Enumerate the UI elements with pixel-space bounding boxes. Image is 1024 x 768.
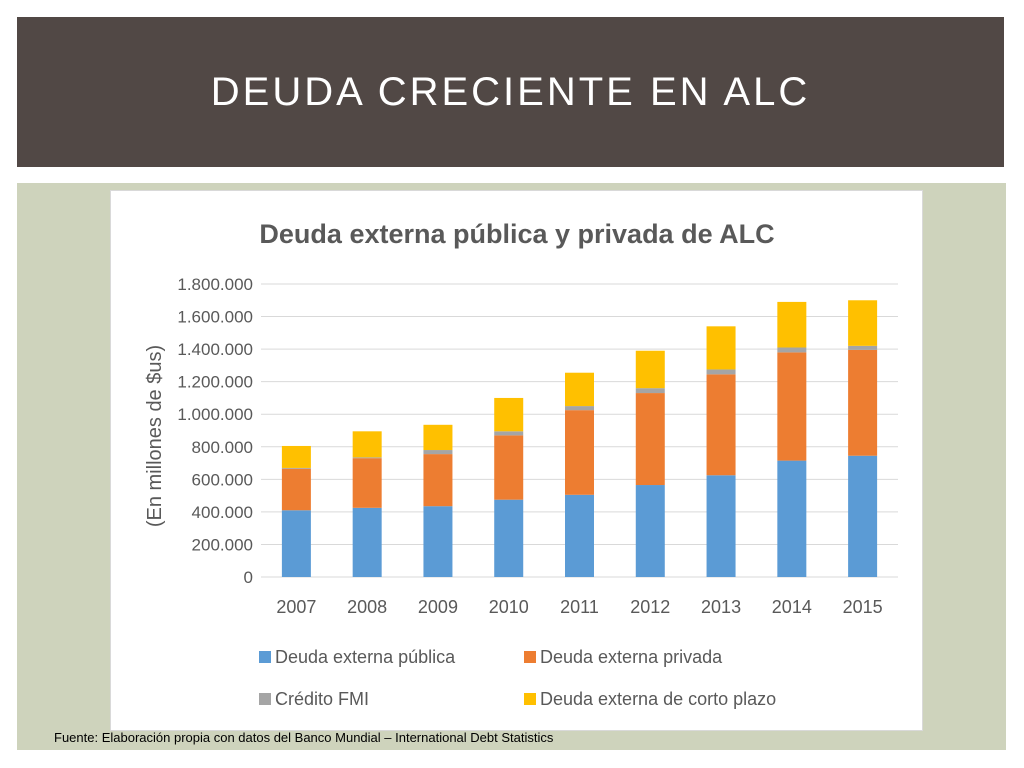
y-tick-label: 1.800.000 bbox=[177, 275, 253, 294]
x-tick-label: 2007 bbox=[276, 597, 316, 617]
bar-segment bbox=[565, 372, 594, 407]
bar-segment bbox=[352, 507, 382, 577]
chart-title: Deuda externa pública y privada de ALC bbox=[259, 219, 774, 249]
bar-segment bbox=[494, 499, 524, 577]
y-tick-label: 1.600.000 bbox=[177, 308, 253, 327]
source-note: Fuente: Elaboración propia con datos del… bbox=[54, 730, 554, 745]
chart-legend: Deuda externa pública Deuda externa priva… bbox=[259, 647, 776, 709]
bar-segment bbox=[706, 374, 736, 476]
y-axis-label: (En millones de $us) bbox=[144, 345, 166, 527]
bar-segment bbox=[848, 455, 878, 577]
bar-segment bbox=[494, 431, 524, 436]
bar-segment bbox=[777, 460, 807, 577]
bar-segment bbox=[423, 424, 453, 451]
x-tick-label: 2015 bbox=[843, 597, 883, 617]
bar-segment bbox=[565, 494, 594, 577]
y-tick-label: 400.000 bbox=[192, 503, 253, 522]
bar-segment bbox=[423, 454, 453, 507]
x-tick-label: 2012 bbox=[630, 597, 670, 617]
legend-swatch bbox=[259, 693, 271, 705]
y-tick-label: 1.400.000 bbox=[177, 340, 253, 359]
y-tick-label: 1.000.000 bbox=[177, 405, 253, 424]
y-tick-label: 1.200.000 bbox=[177, 373, 253, 392]
bar-segment bbox=[848, 300, 878, 346]
bar-segment bbox=[565, 406, 594, 411]
bar-segment bbox=[352, 457, 382, 459]
y-axis-ticks: 0 200.000 400.000 600.000 800.000 1.000.000 1.… bbox=[177, 275, 253, 587]
bar-segment bbox=[565, 410, 594, 495]
bar-segment bbox=[494, 397, 524, 432]
bar-segment bbox=[706, 369, 736, 375]
bar-segment bbox=[848, 349, 878, 456]
legend-label: Deuda externa pública bbox=[275, 647, 456, 667]
bar-segment bbox=[352, 458, 382, 508]
bar-segment bbox=[635, 485, 665, 577]
legend-swatch bbox=[524, 693, 536, 705]
bar-segment bbox=[777, 347, 807, 353]
x-tick-label: 2008 bbox=[347, 597, 387, 617]
x-tick-label: 2014 bbox=[772, 597, 812, 617]
chart-card: Deuda externa pública y privada de ALC (… bbox=[110, 190, 923, 731]
bar-segment bbox=[281, 510, 311, 577]
bar-segment bbox=[777, 301, 807, 348]
x-axis-ticks: 2007 2008 2009 2010 2011 2012 2013 2014 2015 bbox=[276, 597, 882, 617]
legend-label: Crédito FMI bbox=[275, 689, 369, 709]
x-tick-label: 2011 bbox=[560, 597, 599, 617]
x-tick-label: 2010 bbox=[489, 597, 529, 617]
x-tick-label: 2009 bbox=[418, 597, 458, 617]
x-tick-label: 2013 bbox=[701, 597, 741, 617]
bar-segment bbox=[423, 506, 453, 577]
y-tick-label: 0 bbox=[244, 568, 253, 587]
stacked-bar-chart: Deuda externa pública y privada de ALC (… bbox=[144, 219, 898, 709]
bar-segment bbox=[635, 388, 665, 394]
bar-segment bbox=[281, 467, 311, 469]
legend-label: Deuda externa de corto plazo bbox=[540, 689, 776, 709]
bar-segment bbox=[423, 450, 453, 455]
y-tick-label: 200.000 bbox=[192, 535, 253, 554]
bars bbox=[281, 300, 878, 577]
bar-segment bbox=[706, 475, 736, 577]
y-tick-label: 800.000 bbox=[192, 438, 253, 457]
bar-segment bbox=[494, 435, 524, 500]
bar-segment bbox=[281, 468, 311, 511]
bar-segment bbox=[706, 326, 736, 370]
bar-segment bbox=[848, 345, 878, 350]
bar-segment bbox=[777, 352, 807, 461]
legend-label: Deuda externa privada bbox=[540, 647, 723, 667]
bar-segment bbox=[281, 445, 311, 468]
legend-swatch bbox=[524, 651, 536, 663]
bar-segment bbox=[352, 431, 382, 458]
y-tick-label: 600.000 bbox=[192, 470, 253, 489]
bar-segment bbox=[635, 350, 665, 389]
slide-title: DEUDA CRECIENTE EN ALC bbox=[210, 69, 811, 114]
legend-swatch bbox=[259, 651, 271, 663]
slide-title-bar: DEUDA CRECIENTE EN ALC bbox=[17, 17, 1004, 167]
bar-segment bbox=[635, 393, 665, 486]
